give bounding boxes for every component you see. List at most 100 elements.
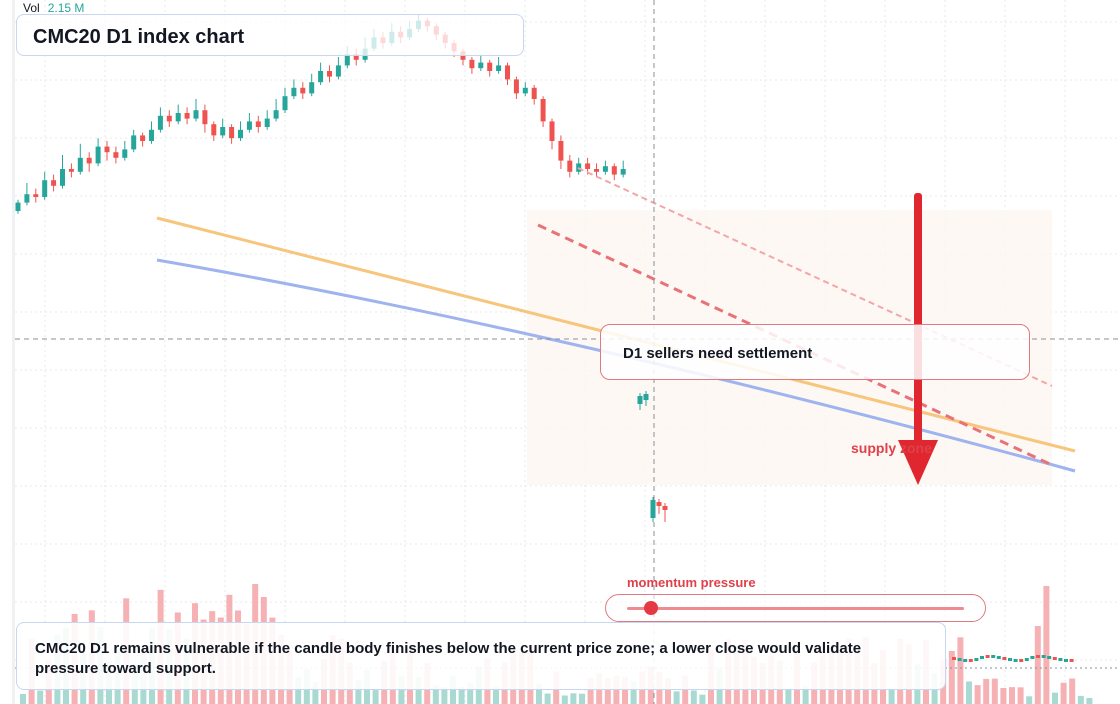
volume-bar	[1077, 695, 1084, 704]
candle-body	[650, 500, 656, 518]
left-scale-strip	[12, 0, 15, 704]
candle-body	[113, 152, 119, 158]
candle-body	[487, 62, 493, 71]
candle-body	[505, 65, 510, 80]
candle-body	[531, 87, 537, 99]
title-card: CMC20 D1 index chart	[16, 14, 524, 56]
candle-body	[255, 121, 261, 127]
volume-bar	[1052, 692, 1058, 704]
momentum-slider[interactable]	[605, 594, 986, 622]
volume-bar	[673, 691, 680, 704]
momentum-track	[627, 607, 964, 610]
candle-body	[496, 65, 502, 71]
volume-bar	[441, 687, 448, 704]
volume-bar	[1009, 687, 1015, 704]
volume-bar	[355, 680, 362, 704]
volume-bar	[458, 687, 465, 704]
candle-body	[60, 169, 65, 186]
candle-body	[202, 110, 208, 125]
volume-candle	[1024, 658, 1029, 661]
momentum-label: momentum pressure	[627, 575, 756, 590]
candle-body	[637, 396, 643, 404]
candle-body	[51, 180, 57, 186]
volume-bar	[1026, 696, 1033, 704]
supply-zone-label: supply zone	[851, 440, 932, 456]
volume-readout: Vol 2.15 M	[23, 1, 84, 15]
candle-body	[478, 62, 484, 69]
volume-bar	[1060, 682, 1067, 704]
candle-body	[166, 115, 172, 122]
candle-body	[513, 79, 519, 94]
volume-candle	[1019, 659, 1024, 662]
down-arrow-icon	[898, 193, 938, 485]
candle-body	[522, 87, 528, 94]
volume-bar	[604, 677, 611, 704]
candle-body	[15, 202, 21, 211]
candle-body	[68, 169, 74, 172]
settlement-callout: D1 sellers need settlement	[600, 324, 1030, 380]
volume-bar	[1034, 626, 1041, 704]
volume-bar	[1043, 586, 1050, 704]
volume-candle	[1064, 659, 1068, 662]
candle-body	[567, 160, 573, 172]
volume-bar	[690, 690, 697, 704]
volume-bar	[966, 681, 972, 704]
volume-candle	[957, 658, 962, 661]
volume-bar	[785, 689, 792, 704]
candle-body	[300, 87, 306, 94]
candle-body	[549, 121, 555, 141]
chart-title: CMC20 D1 index chart	[33, 26, 245, 48]
candle-body	[220, 127, 226, 136]
volume-bar	[957, 637, 964, 704]
volume-bar	[20, 694, 26, 704]
volume-bar	[622, 677, 628, 704]
volume-bar	[948, 650, 955, 704]
candle-body	[643, 394, 649, 400]
volume-candle	[974, 658, 979, 661]
volume-bar	[37, 690, 44, 704]
volume-bar	[802, 685, 809, 704]
volume-bar	[665, 678, 671, 704]
candle-body	[77, 157, 83, 172]
volume-bar	[587, 678, 594, 704]
candle-body	[86, 157, 92, 164]
candle-body	[24, 194, 30, 203]
volume-bar	[1086, 697, 1093, 704]
candle-body	[42, 180, 48, 197]
recent-candles	[637, 391, 668, 522]
volume-bar	[372, 690, 379, 704]
candle-body	[95, 146, 101, 164]
volume-candle	[1036, 655, 1040, 658]
volume-bar	[579, 693, 585, 704]
volume-candle	[1069, 659, 1074, 662]
volume-bar	[432, 685, 439, 704]
candle-body	[353, 54, 359, 60]
candle-body	[246, 121, 252, 130]
candle-body	[149, 129, 154, 141]
candle-body	[585, 163, 591, 169]
momentum-thumb[interactable]	[643, 601, 658, 615]
candle-body	[469, 59, 475, 69]
volume-candle	[1047, 656, 1052, 659]
volume-bar	[295, 676, 302, 704]
candle-body	[229, 127, 235, 139]
volume-candle	[1013, 659, 1018, 662]
candle-body	[157, 115, 163, 130]
candle-body	[602, 166, 608, 172]
channel-lower	[537, 223, 1053, 467]
volume-candle	[1052, 657, 1057, 660]
volume-bar	[699, 694, 706, 704]
summary-card: CMC20 D1 remains vulnerable if the candl…	[16, 622, 946, 690]
volume-candle	[968, 659, 973, 662]
candle-body	[175, 113, 181, 122]
trendline-blue	[156, 258, 1076, 473]
volume-candle	[1058, 658, 1063, 661]
candle-body	[140, 135, 146, 141]
candle-body	[611, 166, 617, 175]
candle-body	[184, 113, 190, 119]
volume-bar	[974, 685, 981, 704]
volume-bar	[1069, 678, 1076, 704]
volume-bar	[1000, 687, 1007, 704]
candle-body	[558, 141, 564, 161]
candle-body	[131, 135, 137, 150]
